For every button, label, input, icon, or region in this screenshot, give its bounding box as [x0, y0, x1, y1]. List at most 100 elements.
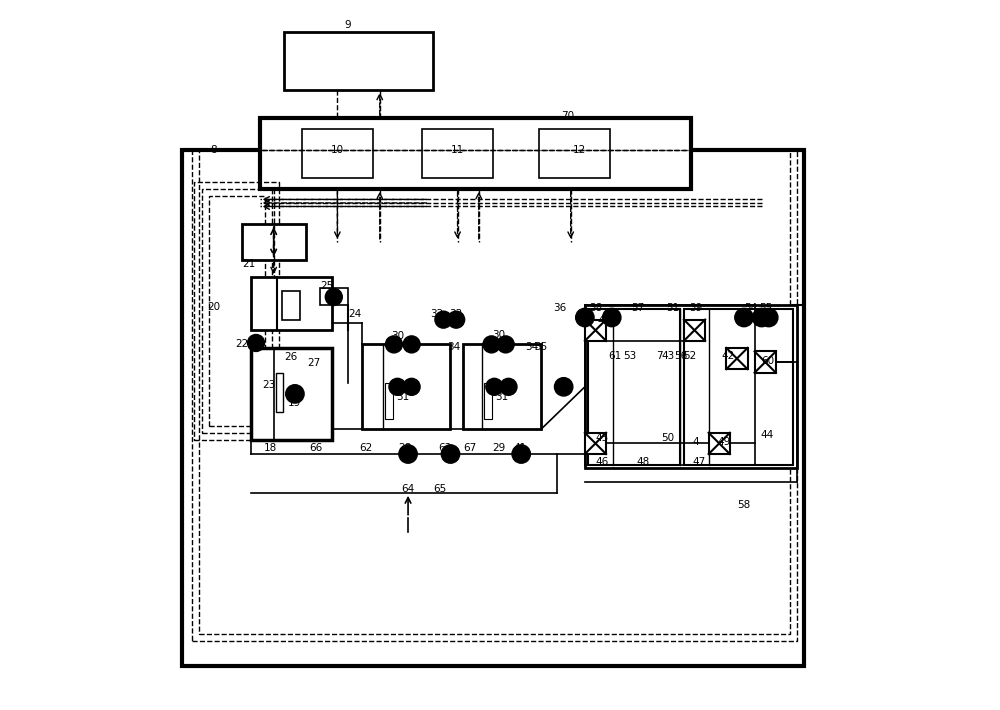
Text: 61: 61 — [609, 351, 622, 361]
Text: 35: 35 — [534, 342, 547, 351]
Text: 10: 10 — [331, 145, 344, 155]
Text: 52: 52 — [683, 351, 696, 361]
Text: 9: 9 — [345, 20, 351, 30]
Text: 58: 58 — [737, 500, 751, 510]
Bar — [385, 383, 393, 419]
Text: 65: 65 — [433, 484, 447, 494]
Text: 55: 55 — [759, 302, 773, 312]
Text: 54: 54 — [744, 302, 758, 312]
Text: 31: 31 — [396, 393, 409, 403]
Text: 26: 26 — [285, 352, 298, 362]
Circle shape — [389, 378, 406, 395]
Circle shape — [760, 308, 778, 327]
Circle shape — [752, 308, 771, 327]
Text: 57: 57 — [631, 302, 645, 312]
Text: 29: 29 — [492, 443, 505, 454]
Bar — [585, 305, 797, 468]
Circle shape — [603, 308, 621, 327]
Text: 45: 45 — [596, 433, 609, 444]
Text: 28: 28 — [398, 443, 411, 454]
Text: 25: 25 — [320, 280, 333, 290]
Bar — [251, 277, 332, 330]
Bar — [194, 182, 279, 440]
Text: 33: 33 — [450, 309, 463, 319]
Text: 8: 8 — [210, 145, 217, 155]
Text: 36: 36 — [553, 302, 567, 312]
Circle shape — [403, 336, 420, 353]
Text: 62: 62 — [359, 443, 372, 454]
Text: 23: 23 — [262, 380, 275, 390]
Text: 46: 46 — [596, 457, 609, 467]
Text: 31: 31 — [495, 393, 509, 403]
Circle shape — [500, 378, 517, 395]
Bar — [284, 32, 433, 89]
Bar — [251, 348, 332, 440]
Text: 56: 56 — [674, 351, 688, 361]
Text: 34: 34 — [447, 342, 461, 351]
Text: 48: 48 — [636, 457, 649, 467]
Circle shape — [486, 378, 503, 395]
Text: 38: 38 — [589, 302, 602, 312]
Circle shape — [441, 445, 460, 463]
Text: 42: 42 — [721, 351, 734, 361]
Circle shape — [403, 378, 420, 395]
Bar — [192, 150, 797, 641]
Bar — [422, 129, 493, 178]
Text: 19: 19 — [288, 398, 302, 408]
Text: 7: 7 — [656, 351, 662, 361]
Text: 64: 64 — [401, 484, 415, 494]
Text: 34: 34 — [525, 342, 538, 351]
Text: 37: 37 — [737, 316, 751, 326]
Text: 70: 70 — [561, 111, 574, 121]
Text: 4: 4 — [693, 437, 699, 447]
Text: 39: 39 — [689, 302, 703, 312]
Text: 44: 44 — [761, 430, 774, 440]
Bar — [726, 348, 748, 369]
Bar — [539, 129, 610, 178]
Bar — [484, 383, 492, 419]
Text: 49: 49 — [718, 437, 731, 447]
Text: 67: 67 — [464, 443, 477, 454]
Circle shape — [448, 311, 465, 328]
Text: 20: 20 — [207, 302, 220, 312]
Circle shape — [385, 336, 402, 353]
Bar — [282, 291, 300, 320]
Bar — [684, 320, 705, 341]
Bar — [755, 351, 776, 373]
Bar — [209, 196, 265, 426]
Bar — [585, 320, 606, 341]
Bar — [242, 224, 306, 260]
Text: 12: 12 — [573, 145, 586, 155]
Text: 22: 22 — [235, 339, 248, 349]
Text: 51: 51 — [667, 302, 680, 312]
Text: 24: 24 — [348, 309, 362, 319]
Text: 50: 50 — [661, 433, 674, 444]
Text: 60: 60 — [761, 356, 774, 366]
Circle shape — [435, 311, 452, 328]
Text: 41: 41 — [513, 443, 526, 454]
Circle shape — [248, 334, 264, 351]
Bar — [585, 433, 606, 454]
Bar — [588, 309, 680, 464]
Circle shape — [399, 445, 417, 463]
Circle shape — [497, 336, 514, 353]
Bar — [199, 150, 790, 634]
Bar — [182, 150, 804, 666]
Circle shape — [554, 378, 573, 396]
Text: 53: 53 — [623, 351, 636, 361]
Bar — [276, 373, 283, 412]
Text: 27: 27 — [307, 359, 321, 368]
Circle shape — [286, 385, 304, 403]
Bar — [463, 344, 541, 430]
Text: 11: 11 — [451, 145, 464, 155]
Text: 21: 21 — [242, 259, 256, 270]
Text: 30: 30 — [492, 330, 505, 340]
Circle shape — [576, 308, 594, 327]
Bar — [684, 309, 793, 464]
Circle shape — [735, 308, 753, 327]
Bar — [202, 189, 272, 433]
Bar — [260, 118, 691, 189]
Text: 63: 63 — [438, 443, 451, 454]
Circle shape — [483, 336, 500, 353]
Text: 66: 66 — [309, 443, 323, 454]
